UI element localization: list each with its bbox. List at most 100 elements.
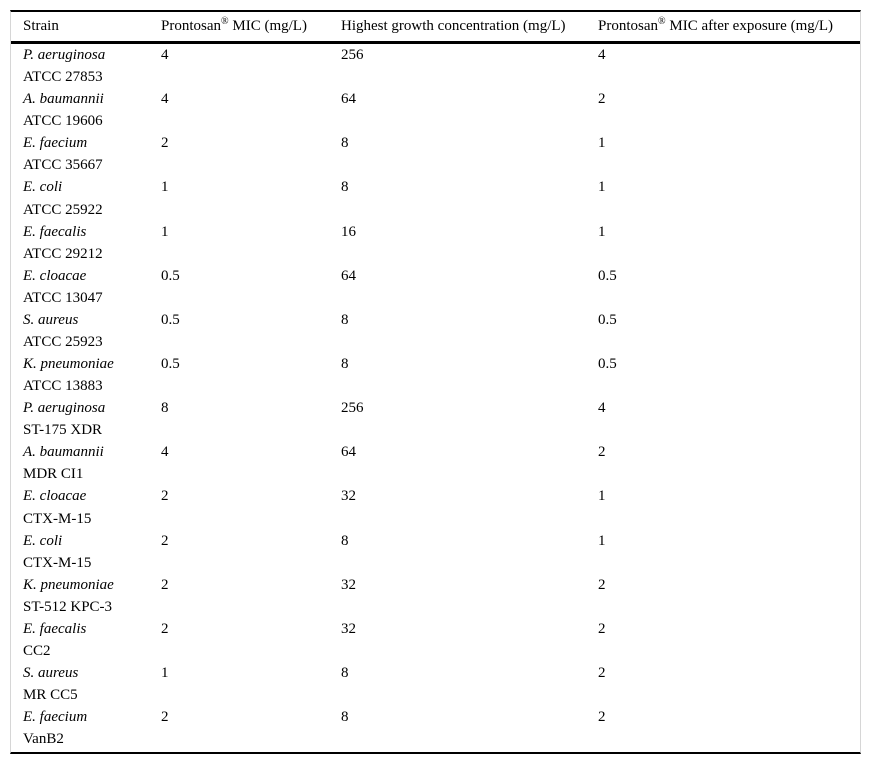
header-label-part: Prontosan xyxy=(598,18,658,34)
growth-concentration-cell: 32 xyxy=(341,488,356,505)
mic-value-cell: 1 xyxy=(161,664,169,681)
strain-id: ATCC 27853 xyxy=(23,69,103,86)
header-label-part: MIC (mg/L) xyxy=(228,18,307,34)
strain-cell: K. pneumoniae ST-512 KPC-3 xyxy=(23,574,161,618)
mic-value-cell: 2 xyxy=(161,709,169,726)
table-row: E. faecalis CC2 2 32 2 xyxy=(11,618,860,662)
strain-id: VanB2 xyxy=(23,731,64,748)
species-name: K. pneumoniae xyxy=(23,355,114,372)
growth-concentration-cell: 8 xyxy=(341,135,349,152)
table-row: E. cloacae CTX-M-15 2 32 1 xyxy=(11,485,860,529)
strain-cell: S. aureus ATCC 25923 xyxy=(23,309,161,353)
col-header-highest-growth: Highest growth concentration (mg/L) xyxy=(341,18,566,34)
strain-id: ATCC 29212 xyxy=(23,245,103,262)
mic-after-exposure-cell: 0.5 xyxy=(598,355,617,372)
species-name: A. baumannii xyxy=(23,91,104,108)
species-name: A. baumannii xyxy=(23,444,104,461)
table-row: S. aureus ATCC 25923 0.5 8 0.5 xyxy=(11,309,860,353)
table-row: A. baumannii ATCC 19606 4 64 2 xyxy=(11,88,860,132)
strain-id: ATCC 13047 xyxy=(23,289,103,306)
mic-after-exposure-cell: 2 xyxy=(598,576,606,593)
mic-value-cell: 8 xyxy=(161,400,169,417)
growth-concentration-cell: 8 xyxy=(341,532,349,549)
mic-value-cell: 2 xyxy=(161,620,169,637)
table-row: E. coli CTX-M-15 2 8 1 xyxy=(11,530,860,574)
strain-cell: A. baumannii ATCC 19606 xyxy=(23,88,161,132)
mic-after-exposure-cell: 2 xyxy=(598,620,606,637)
strain-id: ATCC 25922 xyxy=(23,201,103,218)
strain-cell: P. aeruginosa ST-175 XDR xyxy=(23,397,161,441)
species-name: K. pneumoniae xyxy=(23,576,114,593)
col-header-strain: Strain xyxy=(23,18,59,34)
mic-after-exposure-cell: 4 xyxy=(598,47,606,63)
table-row: K. pneumoniae ATCC 13883 0.5 8 0.5 xyxy=(11,353,860,397)
growth-concentration-cell: 8 xyxy=(341,664,349,681)
species-name: P. aeruginosa xyxy=(23,400,106,417)
strain-cell: A. baumannii MDR CI1 xyxy=(23,441,161,485)
table-row: P. aeruginosa ST-175 XDR 8 256 4 xyxy=(11,397,860,441)
mic-value-cell: 4 xyxy=(161,91,169,108)
mic-value-cell: 4 xyxy=(161,47,169,63)
species-name: E. coli xyxy=(23,532,63,549)
strain-cell: E. cloacae ATCC 13047 xyxy=(23,265,161,309)
table-row: A. baumannii MDR CI1 4 64 2 xyxy=(11,441,860,485)
table-row: S. aureus MR CC5 1 8 2 xyxy=(11,662,860,706)
strain-cell: E. faecium ATCC 35667 xyxy=(23,132,161,176)
strain-id: ATCC 25923 xyxy=(23,333,103,350)
mic-value-cell: 2 xyxy=(161,135,169,152)
species-name: S. aureus xyxy=(23,664,79,681)
growth-concentration-cell: 64 xyxy=(341,444,356,461)
mic-results-table: Strain Prontosan® MIC (mg/L) Highest gro… xyxy=(10,10,861,755)
species-name: E. faecium xyxy=(23,135,88,152)
growth-concentration-cell: 8 xyxy=(341,709,349,726)
mic-after-exposure-cell: 1 xyxy=(598,179,606,196)
strain-id: ATCC 13883 xyxy=(23,378,103,395)
mic-after-exposure-cell: 4 xyxy=(598,400,606,417)
registered-trademark-sup: ® xyxy=(658,16,666,27)
strain-id: CTX-M-15 xyxy=(23,510,92,527)
species-name: E. coli xyxy=(23,179,63,196)
strain-cell: E. faecalis CC2 xyxy=(23,618,161,662)
growth-concentration-cell: 32 xyxy=(341,620,356,637)
mic-after-exposure-cell: 1 xyxy=(598,532,606,549)
mic-value-cell: 0.5 xyxy=(161,355,180,372)
mic-value-cell: 0.5 xyxy=(161,311,180,328)
species-name: E. faecium xyxy=(23,709,88,726)
table-row: E. coli ATCC 25922 1 8 1 xyxy=(11,176,860,220)
strain-id: ST-512 KPC-3 xyxy=(23,598,113,615)
mic-after-exposure-cell: 0.5 xyxy=(598,311,617,328)
growth-concentration-cell: 8 xyxy=(341,179,349,196)
header-label-part: MIC after exposure (mg/L) xyxy=(665,18,834,34)
mic-after-exposure-cell: 2 xyxy=(598,664,606,681)
mic-value-cell: 2 xyxy=(161,532,169,549)
strain-id: ST-175 XDR xyxy=(23,422,103,439)
growth-concentration-cell: 16 xyxy=(341,223,356,240)
strain-cell: E. faecium VanB2 xyxy=(23,706,161,750)
mic-value-cell: 2 xyxy=(161,488,169,505)
mic-after-exposure-cell: 2 xyxy=(598,91,606,108)
table-row: K. pneumoniae ST-512 KPC-3 2 32 2 xyxy=(11,574,860,618)
mic-value-cell: 1 xyxy=(161,223,169,240)
growth-concentration-cell: 256 xyxy=(341,47,364,63)
table-row: P. aeruginosa ATCC 27853 4 256 4 xyxy=(11,44,860,88)
mic-after-exposure-cell: 2 xyxy=(598,444,606,461)
species-name: P. aeruginosa xyxy=(23,47,106,63)
table-header-row: Strain Prontosan® MIC (mg/L) Highest gro… xyxy=(11,12,860,44)
col-header-prontosan-mic-after: Prontosan® MIC after exposure (mg/L) xyxy=(598,16,860,35)
strain-id: CC2 xyxy=(23,642,51,659)
growth-concentration-cell: 64 xyxy=(341,267,356,284)
species-name: E. cloacae xyxy=(23,488,87,505)
mic-after-exposure-cell: 2 xyxy=(598,709,606,726)
growth-concentration-cell: 8 xyxy=(341,355,349,372)
strain-cell: E. coli ATCC 25922 xyxy=(23,176,161,220)
table-row: E. faecalis ATCC 29212 1 16 1 xyxy=(11,221,860,265)
species-name: E. faecalis xyxy=(23,620,87,637)
mic-value-cell: 4 xyxy=(161,444,169,461)
table-row: E. faecium VanB2 2 8 2 xyxy=(11,706,860,750)
strain-id: ATCC 19606 xyxy=(23,113,103,130)
table-body: P. aeruginosa ATCC 27853 4 256 4 A. baum… xyxy=(11,44,860,752)
growth-concentration-cell: 8 xyxy=(341,311,349,328)
col-header-prontosan-mic: Prontosan® MIC (mg/L) xyxy=(161,17,341,35)
strain-id: ATCC 35667 xyxy=(23,157,103,174)
mic-value-cell: 2 xyxy=(161,576,169,593)
